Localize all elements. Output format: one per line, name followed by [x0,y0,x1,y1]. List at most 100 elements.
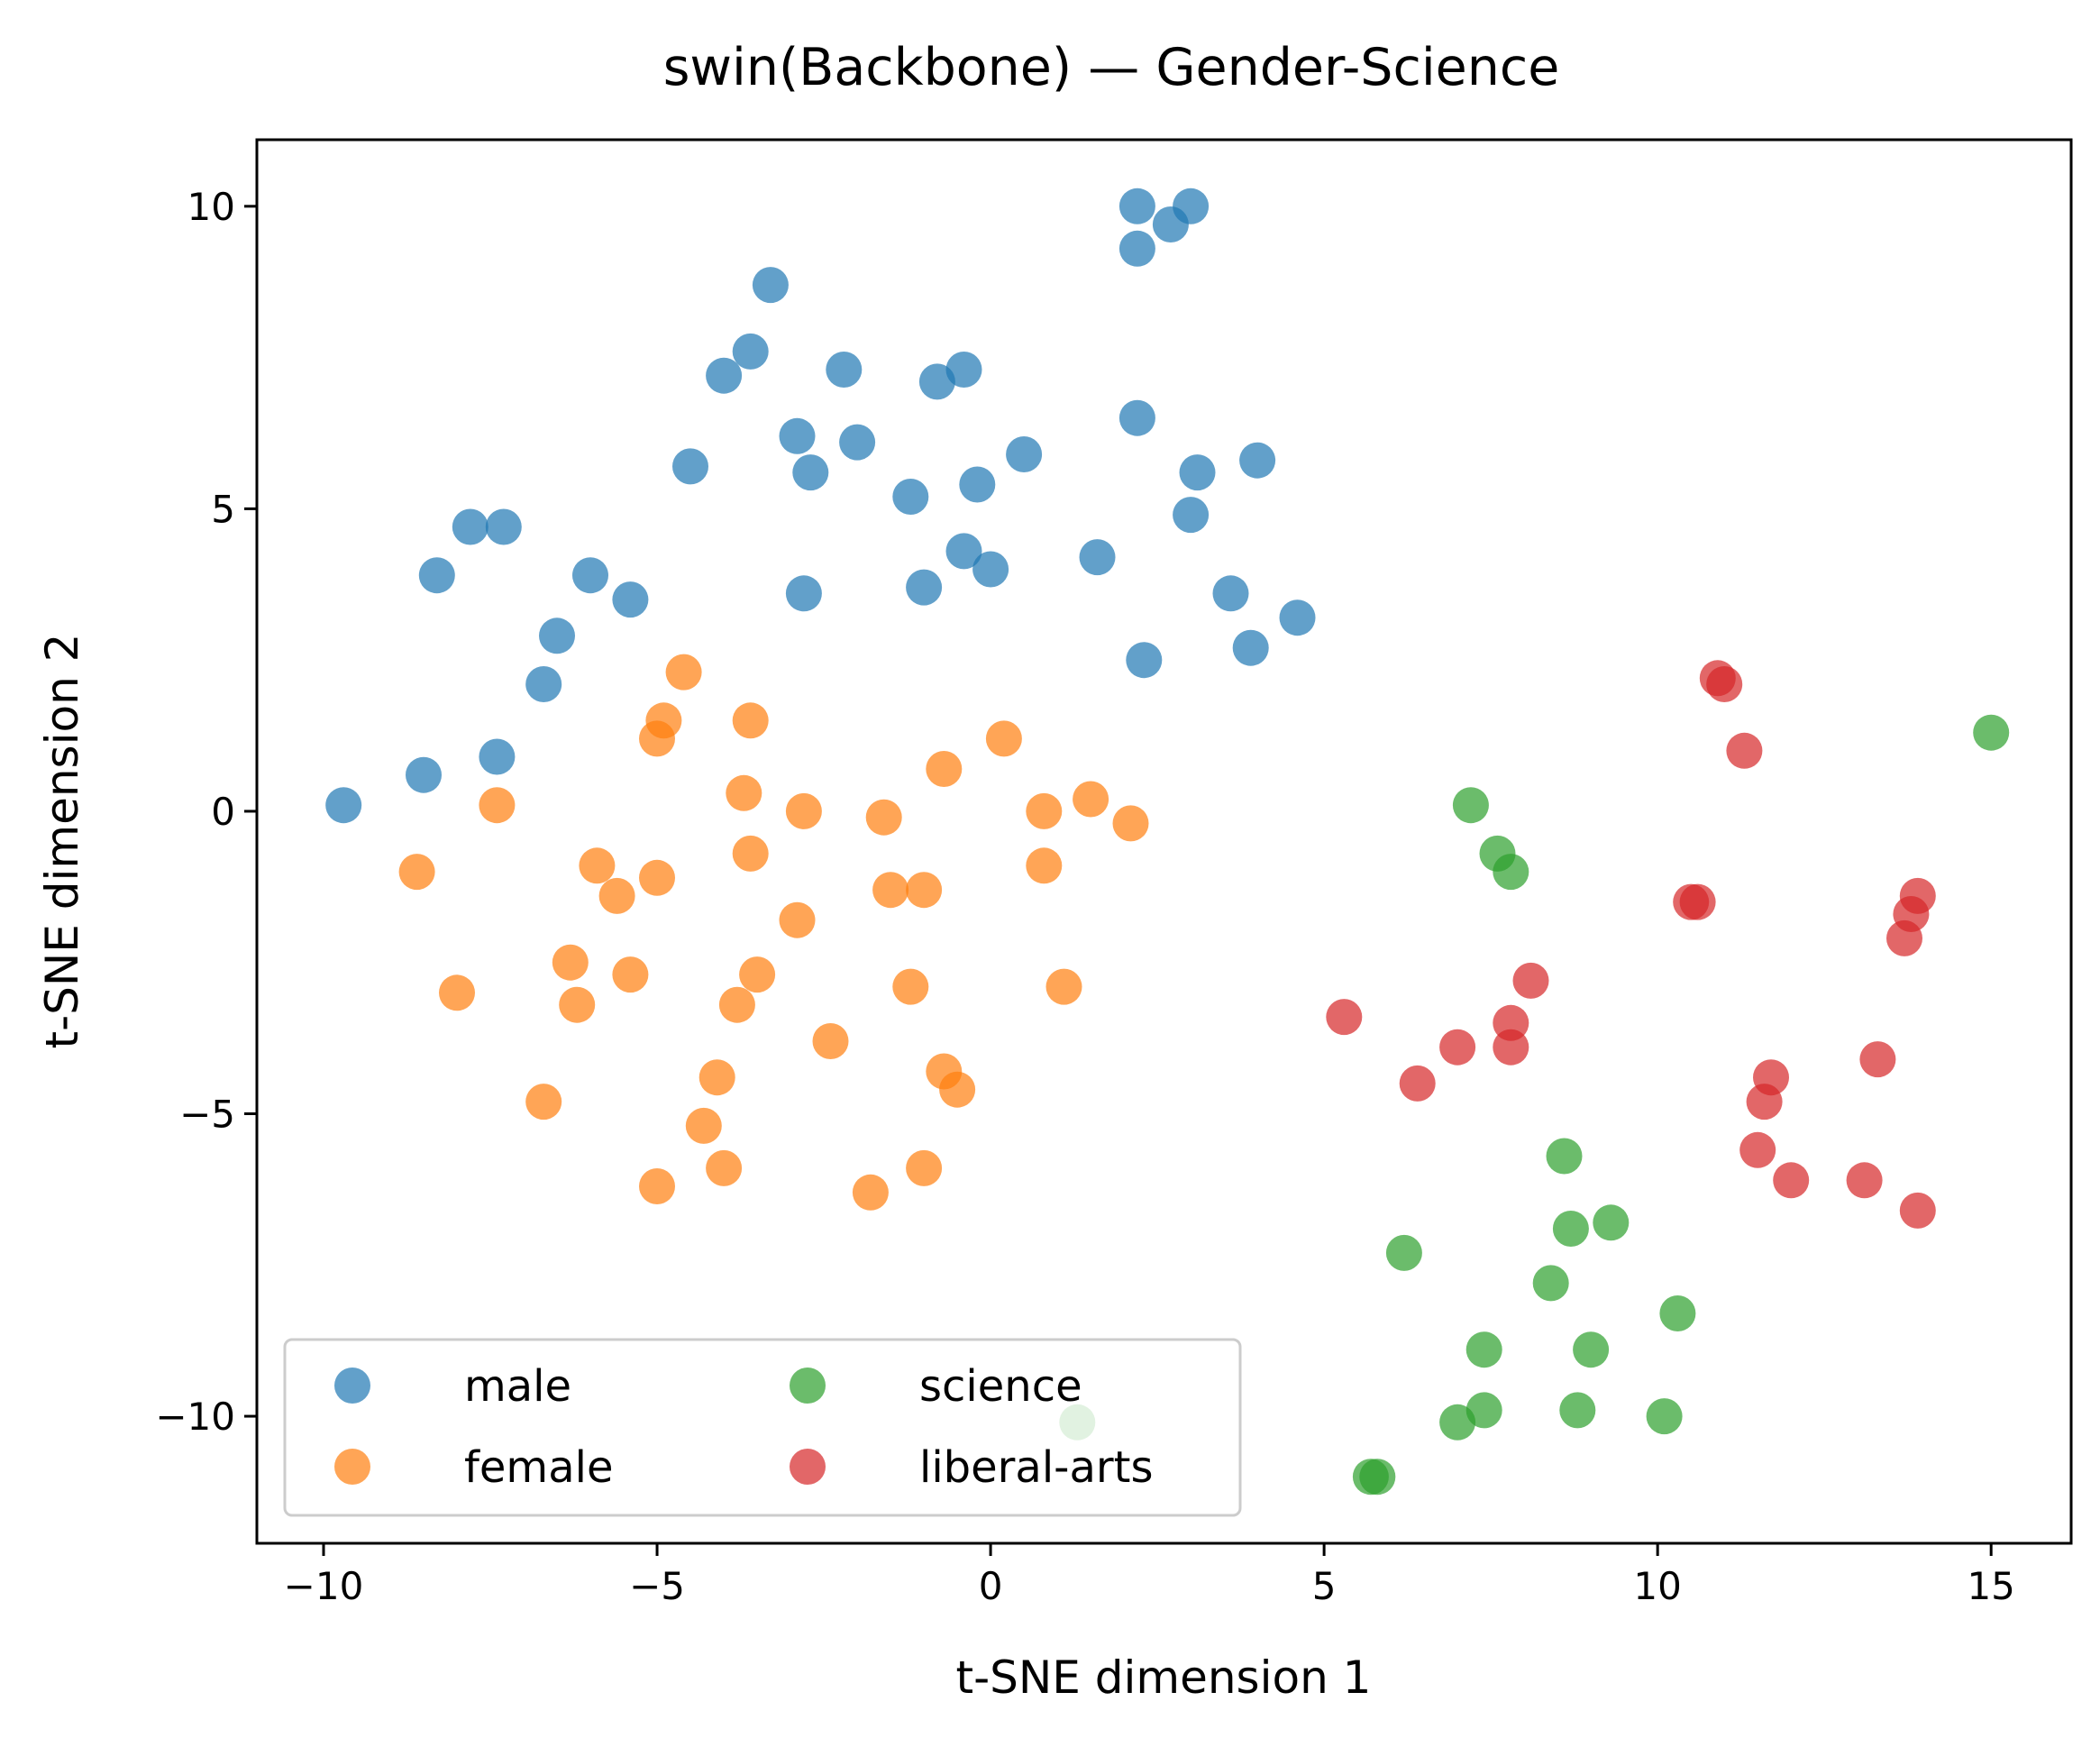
y-axis-label: t-SNE dimension 2 [36,634,88,1049]
point-female-9 [865,799,902,836]
point-female-27 [718,986,755,1023]
point-male-38 [406,756,442,793]
point-science-13 [1559,1392,1596,1429]
legend-label-liberal-arts: liberal-arts [919,1442,1153,1493]
x-tick-label: 10 [1633,1564,1681,1608]
legend-box [283,1338,1242,1517]
point-liberal-arts-11 [1439,1029,1476,1066]
legend-label-science: science [919,1361,1082,1412]
point-male-0 [1118,188,1155,224]
point-male-19 [1239,442,1276,479]
point-male-16 [959,466,996,503]
point-male-34 [1232,629,1269,666]
point-male-39 [325,787,362,824]
point-science-7 [1385,1234,1422,1271]
legend: male female science liberal-arts [283,1338,1242,1517]
point-science-8 [1532,1265,1569,1302]
y-tick-label: 10 [187,185,235,229]
point-science-10 [1465,1331,1502,1368]
point-female-10 [1026,792,1063,829]
legend-marker-female [334,1449,370,1485]
point-male-20 [1173,497,1210,534]
point-liberal-arts-12 [1493,1029,1529,1066]
point-female-25 [439,974,475,1011]
point-liberal-arts-2 [1726,732,1763,769]
point-female-12 [1112,805,1149,842]
point-science-14 [1646,1398,1683,1435]
point-science-0 [1973,714,2010,751]
point-male-24 [972,551,1009,588]
point-liberal-arts-4 [1679,883,1716,920]
point-liberal-arts-13 [1399,1065,1436,1102]
point-liberal-arts-19 [1846,1162,1883,1199]
point-science-5 [1552,1211,1589,1247]
point-liberal-arts-1 [1706,666,1743,702]
point-liberal-arts-8 [1512,962,1549,999]
point-female-16 [639,859,675,896]
point-male-3 [1118,230,1155,267]
point-science-6 [1593,1204,1630,1241]
point-male-35 [1279,599,1316,636]
point-female-4 [985,720,1022,757]
legend-label-female: female [464,1442,613,1493]
point-liberal-arts-10 [1326,999,1363,1036]
point-liberal-arts-16 [1746,1084,1783,1121]
point-male-36 [1126,642,1163,679]
point-male-5 [732,333,769,370]
point-liberal-arts-17 [1739,1131,1776,1168]
point-female-31 [698,1059,735,1096]
point-female-0 [665,654,702,691]
point-male-33 [525,666,562,702]
y-tick-label: 0 [211,790,235,834]
point-male-6 [706,357,743,394]
y-axis: −10 −5 0 5 10 [155,185,257,1439]
point-male-17 [892,479,929,515]
point-female-35 [939,1071,976,1108]
point-female-18 [872,872,909,909]
point-female-30 [812,1023,849,1059]
point-female-38 [639,1168,675,1204]
chart-title: swin(Backbone) — Gender-Science [663,38,1560,97]
point-female-37 [906,1149,943,1186]
point-liberal-arts-15 [1859,1041,1896,1078]
point-female-24 [739,956,776,993]
point-male-15 [792,454,829,491]
x-tick-label: 5 [1312,1564,1337,1608]
point-science-11 [1573,1331,1610,1368]
point-science-18 [1359,1459,1396,1496]
point-male-30 [906,569,943,606]
point-female-28 [892,968,929,1005]
point-female-14 [579,847,616,884]
point-science-15 [1439,1404,1476,1441]
point-female-7 [479,787,516,824]
point-female-36 [706,1149,743,1186]
point-male-22 [485,508,522,545]
point-female-39 [852,1174,889,1211]
point-female-13 [398,854,435,891]
point-male-2 [1152,206,1189,242]
point-male-28 [612,581,649,618]
x-tick-label: 0 [979,1564,1003,1608]
point-male-25 [1079,539,1116,576]
point-male-11 [779,417,816,454]
legend-marker-male [334,1368,370,1404]
point-female-26 [559,986,596,1023]
point-male-21 [452,508,488,545]
y-tick-label: −10 [155,1395,235,1439]
point-female-33 [525,1084,562,1121]
point-female-5 [926,751,963,787]
point-male-32 [539,617,575,654]
point-female-21 [779,901,816,938]
point-male-23 [945,533,982,570]
point-male-18 [1179,454,1216,491]
x-tick-label: −10 [284,1564,364,1608]
point-male-12 [839,424,876,461]
point-male-4 [752,267,789,304]
point-science-4 [1546,1138,1583,1175]
legend-label-male: male [464,1361,571,1412]
point-female-17 [598,877,635,914]
point-liberal-arts-18 [1773,1162,1810,1199]
point-female-2 [639,720,675,757]
point-male-14 [672,448,708,485]
